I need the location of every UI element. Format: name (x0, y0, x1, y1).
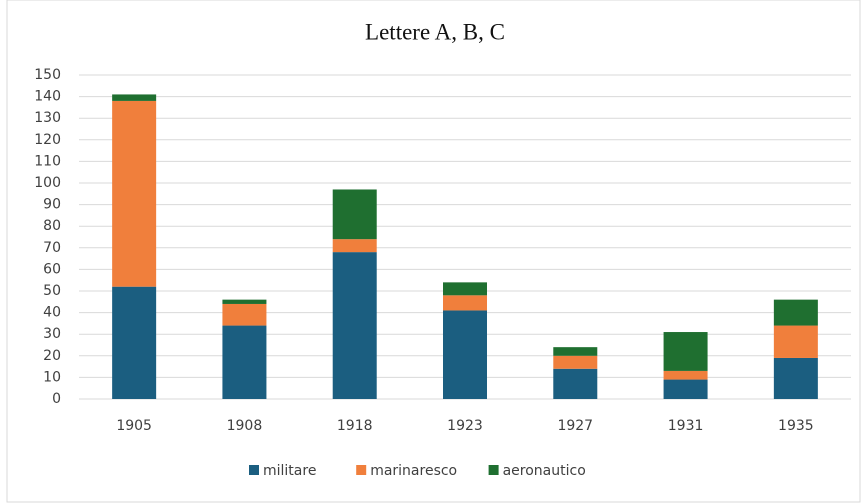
y-tick-label: 40 (43, 305, 61, 321)
bar-segment (222, 299, 267, 304)
legend-swatch (488, 465, 499, 475)
y-tick-label: 80 (43, 218, 61, 234)
x-tick-label: 1931 (668, 418, 704, 434)
y-tick-label: 100 (34, 175, 61, 191)
y-tick-label: 0 (52, 391, 61, 407)
bar-segment (332, 239, 377, 253)
bar-segment (663, 379, 708, 399)
y-tick-label: 70 (43, 240, 61, 256)
chart-title: Lettere A, B, C (365, 19, 505, 44)
bar-segment (112, 100, 157, 287)
bar-segment (222, 325, 267, 399)
legend-label: marinaresco (370, 463, 457, 479)
x-tick-label: 1935 (778, 418, 814, 434)
y-tick-label: 60 (43, 261, 61, 277)
bar-segment (773, 325, 818, 358)
legend-label: aeronautico (503, 463, 586, 479)
bar-segment (773, 299, 818, 326)
bar-segment (112, 286, 157, 399)
y-tick-label: 50 (43, 283, 61, 299)
bar-segment (553, 368, 598, 399)
y-tick-label: 140 (34, 89, 61, 105)
bar-segment (332, 252, 377, 399)
legend-label: militare (263, 463, 316, 479)
y-tick-label: 30 (43, 326, 61, 342)
y-tick-label: 150 (34, 67, 61, 83)
legend-swatch (356, 465, 367, 475)
bar-segment (553, 355, 598, 369)
y-tick-label: 110 (34, 153, 61, 169)
y-tick-label: 120 (34, 132, 61, 148)
x-tick-label: 1908 (227, 418, 263, 434)
bar-segment (663, 370, 708, 380)
bar-segment (112, 94, 157, 101)
bar-segment (443, 282, 487, 296)
bar-segment (443, 295, 487, 311)
x-tick-label: 1927 (557, 418, 593, 434)
x-tick-label: 1923 (447, 418, 483, 434)
bar-segment (332, 189, 377, 240)
y-tick-label: 10 (43, 369, 61, 385)
bar-segment (663, 332, 708, 371)
bar-segment (222, 303, 267, 326)
bar-segment (443, 310, 487, 399)
bar-segment (553, 347, 598, 356)
y-tick-label: 20 (43, 348, 61, 364)
legend-swatch (249, 465, 259, 475)
y-tick-label: 130 (34, 110, 61, 126)
x-tick-label: 1905 (116, 418, 152, 434)
y-tick-label: 90 (43, 197, 61, 213)
x-tick-label: 1918 (337, 418, 373, 434)
bar-segment (773, 357, 818, 399)
